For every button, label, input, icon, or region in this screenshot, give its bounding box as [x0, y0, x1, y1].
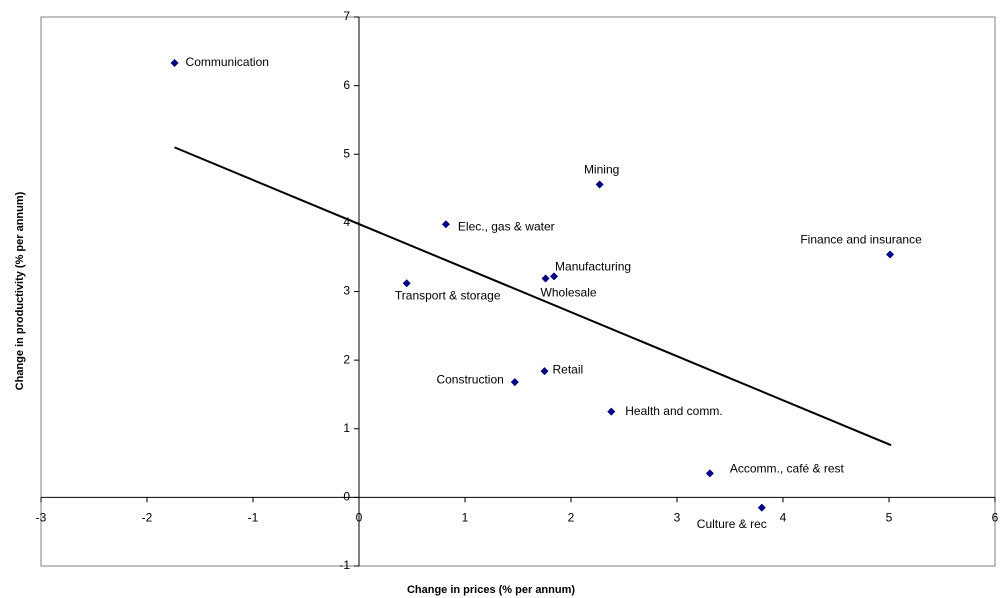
trendline: [174, 146, 892, 447]
x-tick-label: -2: [142, 511, 153, 525]
point-label: Transport & storage: [395, 288, 501, 302]
point: [757, 503, 766, 512]
point-label: Retail: [553, 362, 584, 376]
point: [595, 180, 604, 189]
point: [550, 272, 559, 281]
x-tick-label: 0: [356, 511, 363, 525]
x-tick-label: 6: [992, 511, 999, 525]
point: [540, 367, 549, 376]
point: [607, 407, 616, 416]
point-label: Accomm., café & rest: [730, 462, 845, 476]
point-label: Manufacturing: [555, 260, 631, 274]
x-tick-label: -3: [36, 511, 47, 525]
point: [170, 58, 179, 67]
x-tick-label: -1: [248, 511, 259, 525]
y-tick-label: 7: [343, 9, 350, 23]
point: [705, 469, 714, 478]
plot-frame: [40, 16, 996, 567]
point-label: Mining: [584, 163, 619, 177]
point-label: Communication: [186, 55, 269, 69]
y-tick-label: 0: [343, 490, 350, 504]
point: [441, 220, 450, 229]
y-tick-label: 6: [343, 78, 350, 92]
point-label: Elec., gas & water: [458, 219, 555, 233]
x-tick-label: 2: [568, 511, 575, 525]
point-label: Finance and insurance: [800, 233, 922, 247]
y-tick-label: 4: [343, 215, 350, 229]
y-tick-label: 1: [343, 421, 350, 435]
x-axis-title: Change in prices (% per annum): [407, 584, 575, 596]
y-tick-label: 2: [343, 352, 350, 366]
point-label: Culture & rec: [697, 517, 767, 531]
y-tick-label: 3: [343, 284, 350, 298]
x-tick-label: 4: [780, 511, 787, 525]
point-label: Health and comm.: [625, 404, 722, 418]
x-tick-label: 1: [462, 511, 469, 525]
x-tick-label: 5: [886, 511, 893, 525]
point: [886, 250, 895, 259]
x-tick-label: 3: [674, 511, 681, 525]
point-label: Construction: [436, 372, 503, 386]
point: [510, 378, 519, 387]
point: [541, 274, 550, 283]
point-label: Wholesale: [541, 286, 597, 300]
y-tick-label: -1: [339, 558, 350, 572]
y-axis-title: Change in productivity (% per annum): [14, 191, 26, 390]
y-tick-label: 5: [343, 146, 350, 160]
point: [402, 279, 411, 288]
